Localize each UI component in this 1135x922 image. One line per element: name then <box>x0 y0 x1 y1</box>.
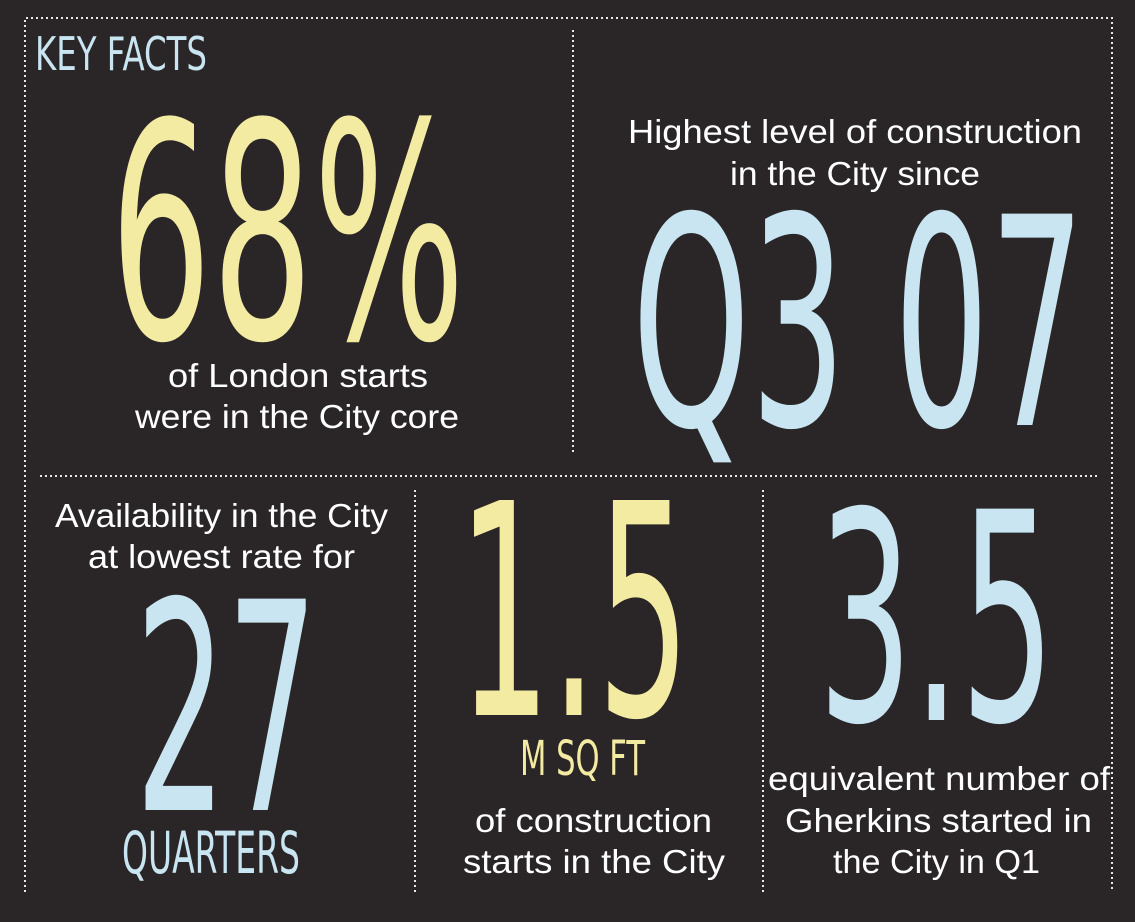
frame <box>24 17 1113 892</box>
fact-caption: the City in Q1 <box>833 843 1040 880</box>
fact-caption: of London starts <box>168 357 428 394</box>
fact-intro: Highest level of construction <box>628 113 1082 150</box>
fact-intro: Availability in the City <box>55 497 389 534</box>
fact-value: 68% <box>110 60 465 409</box>
fact-intro: in the City since <box>730 155 980 192</box>
title: KEY FACTS <box>35 27 207 81</box>
fact-value: Q3 07 <box>632 157 1085 494</box>
fact-caption: equivalent number of <box>768 760 1111 797</box>
fact-caption: Gherkins started in <box>785 802 1092 839</box>
fact-unit: QUARTERS <box>122 819 300 887</box>
fact-value: 27 <box>135 542 318 879</box>
fact-value: 1.5 <box>458 441 690 785</box>
fact-value: 3.5 <box>818 452 1055 789</box>
fact-caption: starts in the City <box>463 843 726 880</box>
fact-caption: of construction <box>475 802 712 839</box>
fact-intro: at lowest rate for <box>88 538 355 575</box>
fact-unit: M SQ FT <box>520 731 645 787</box>
fact-caption: were in the City core <box>134 398 459 435</box>
